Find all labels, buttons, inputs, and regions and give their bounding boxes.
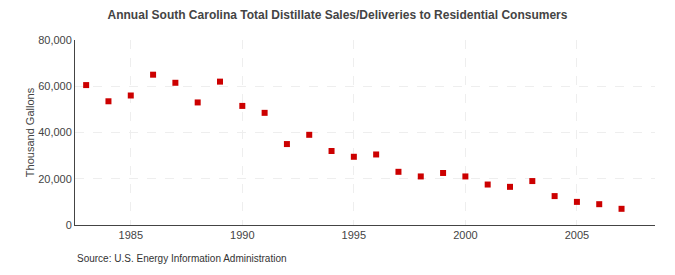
svg-text:Annual South Carolina Total Di: Annual South Carolina Total Distillate S… — [108, 8, 568, 22]
svg-text:40,000: 40,000 — [38, 126, 72, 138]
svg-text:1990: 1990 — [230, 229, 254, 241]
svg-text:Thousand Gallons: Thousand Gallons — [24, 87, 36, 177]
svg-text:20,000: 20,000 — [38, 173, 72, 185]
svg-text:80,000: 80,000 — [38, 34, 72, 46]
svg-text:1985: 1985 — [119, 229, 143, 241]
svg-text:1995: 1995 — [342, 229, 366, 241]
svg-text:2000: 2000 — [453, 229, 477, 241]
svg-text:Source: U.S. Energy Informatio: Source: U.S. Energy Information Administ… — [77, 253, 287, 264]
svg-text:2005: 2005 — [565, 229, 589, 241]
svg-text:60,000: 60,000 — [38, 80, 72, 92]
svg-text:0: 0 — [66, 219, 72, 231]
